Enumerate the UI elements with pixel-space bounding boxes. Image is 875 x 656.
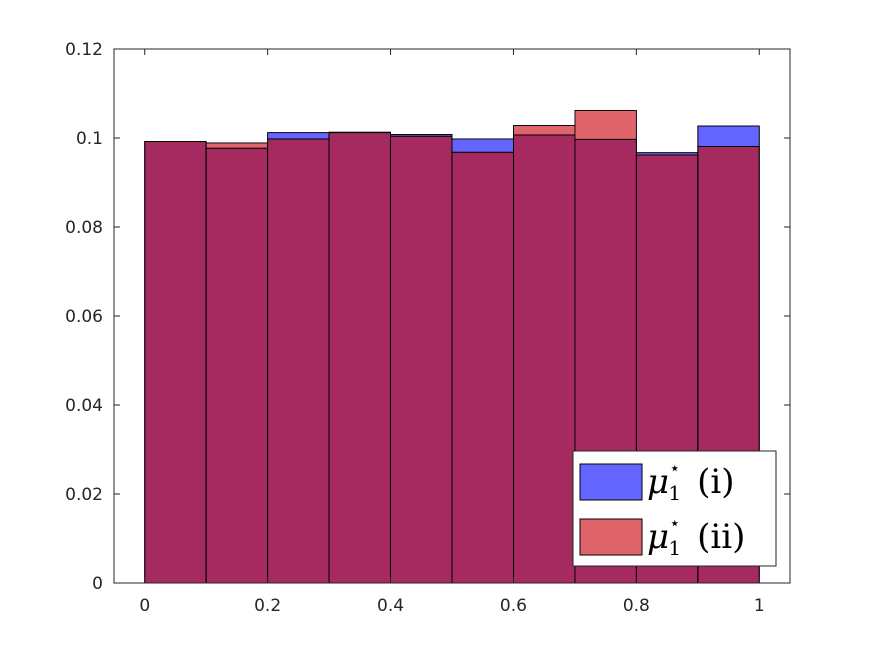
bar-overlap-1 [144, 141, 207, 584]
legend-label-2: μ⋆ 1 (ii) [647, 513, 745, 560]
y-tick-label-0: 0 [92, 574, 103, 594]
legend-swatch-1 [579, 463, 643, 501]
bar-series-2-excess-2 [205, 142, 269, 149]
x-tick-label-0: 0 [139, 596, 150, 616]
x-tick-label-5: 1 [754, 596, 765, 616]
bar-series-1-excess-10 [697, 125, 760, 147]
y-tick-label-1: 0.02 [65, 485, 103, 505]
y-tick-label-6: 0.12 [65, 40, 103, 60]
y-tick-label-3: 0.06 [65, 307, 103, 327]
x-tick-label-3: 0.6 [500, 596, 527, 616]
bar-series-1-excess-3 [267, 132, 330, 140]
y-tick-label-5: 0.1 [76, 129, 103, 149]
legend-swatch-2 [579, 518, 643, 556]
legend: μ⋆ 1 (i)μ⋆ 1 (ii) [572, 450, 777, 567]
bars-layer [144, 110, 760, 584]
x-tick-label-2: 0.4 [377, 596, 404, 616]
axes-layer: 0 0.2 0.4 0.6 0.8 1 0 0.02 0.04 0.06 0.08 0.1 0.12 [65, 40, 791, 616]
y-tick-label-4: 0.08 [65, 218, 103, 238]
bar-overlap-6 [451, 151, 514, 584]
x-tick-label-4: 0.8 [623, 596, 650, 616]
bar-series-1-excess-6 [451, 138, 514, 153]
bar-overlap-7 [513, 134, 576, 584]
legend-mu-2: μ [647, 517, 669, 557]
bar-overlap-3 [267, 138, 330, 584]
bar-series-2-excess-8 [574, 110, 637, 140]
bar-overlap-5 [390, 135, 453, 584]
bar-overlap-2 [205, 147, 269, 584]
legend-sub-1: 1 [668, 481, 681, 505]
legend-tag-1: (i) [697, 462, 734, 502]
legend-star-2: ⋆ [669, 513, 680, 534]
legend-mu-1: μ [647, 462, 669, 502]
legend-star-1: ⋆ [669, 458, 680, 479]
x-tick-label-1: 0.2 [254, 596, 281, 616]
legend-sub-2: 1 [668, 536, 681, 560]
legend-tag-2: (ii) [697, 517, 745, 557]
bar-series-2-excess-7 [513, 125, 576, 136]
legend-label-1: μ⋆ 1 (i) [647, 458, 735, 505]
y-tick-label-2: 0.04 [65, 396, 103, 416]
bar-overlap-4 [328, 132, 391, 584]
